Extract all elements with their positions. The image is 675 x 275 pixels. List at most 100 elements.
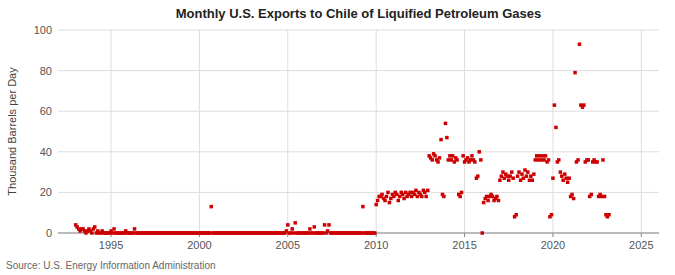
- point: [576, 158, 580, 162]
- y-tick-label: 20: [40, 186, 52, 198]
- point: [587, 158, 591, 162]
- point: [439, 138, 443, 142]
- point: [572, 197, 576, 201]
- point: [557, 158, 561, 162]
- grid: [58, 30, 659, 233]
- point: [578, 42, 582, 46]
- point: [476, 174, 480, 178]
- y-grid-line: [58, 111, 659, 112]
- point: [514, 213, 518, 217]
- point: [451, 154, 455, 158]
- x-tick-label: 2000: [187, 239, 211, 251]
- x-tick-label: 1995: [99, 239, 123, 251]
- point: [327, 223, 331, 227]
- point: [397, 199, 401, 203]
- point: [529, 174, 533, 178]
- point: [458, 195, 462, 199]
- point: [90, 231, 94, 235]
- point: [539, 158, 543, 162]
- point: [323, 223, 327, 227]
- point: [414, 189, 418, 193]
- point: [503, 176, 507, 180]
- point: [383, 199, 387, 203]
- point: [293, 221, 297, 225]
- point: [361, 205, 365, 209]
- point: [444, 122, 448, 126]
- point: [495, 195, 499, 199]
- point: [525, 174, 529, 178]
- x-grid-line: [641, 30, 642, 233]
- point: [442, 195, 446, 199]
- x-grid-line: [464, 30, 465, 233]
- point: [561, 178, 565, 182]
- point: [535, 154, 539, 158]
- point: [531, 178, 535, 182]
- axes: 0204060801001995200020052010201520202025: [34, 24, 659, 251]
- point: [286, 223, 290, 227]
- x-grid-line: [376, 30, 377, 233]
- point: [566, 181, 570, 185]
- point: [469, 158, 473, 162]
- point: [542, 158, 546, 162]
- y-grid-line: [58, 151, 659, 152]
- point: [511, 176, 515, 180]
- point: [538, 154, 542, 158]
- x-tick-label: 2005: [276, 239, 300, 251]
- point: [461, 154, 465, 158]
- x-tick: [464, 233, 465, 237]
- y-tick-label: 60: [40, 105, 52, 117]
- x-grid-line: [111, 30, 112, 233]
- point: [517, 170, 521, 174]
- point: [486, 199, 490, 203]
- point: [292, 231, 296, 235]
- point: [386, 191, 390, 195]
- point: [498, 178, 502, 182]
- y-grid-line: [58, 192, 659, 193]
- x-tick-label: 2015: [452, 239, 476, 251]
- point: [133, 227, 137, 231]
- point: [567, 176, 571, 180]
- point: [479, 158, 483, 162]
- chart-container: Monthly U.S. Exports to Chile of Liquifi…: [0, 0, 675, 275]
- point: [112, 227, 116, 231]
- point: [131, 231, 135, 235]
- point: [507, 178, 511, 182]
- point: [554, 126, 558, 130]
- point: [460, 191, 464, 195]
- point: [603, 195, 607, 199]
- x-tick: [641, 233, 642, 237]
- point: [595, 160, 599, 164]
- x-tick-label: 2025: [629, 239, 653, 251]
- x-tick: [552, 233, 553, 237]
- point: [560, 174, 564, 178]
- point: [508, 174, 512, 178]
- point: [526, 170, 530, 174]
- point: [485, 195, 489, 199]
- point: [402, 197, 406, 201]
- y-tick-label: 40: [40, 146, 52, 158]
- point: [416, 195, 420, 199]
- points: [74, 42, 611, 234]
- point: [532, 172, 536, 176]
- point: [313, 225, 317, 229]
- point: [497, 199, 501, 203]
- y-axis-label: Thousand Barrels per Day: [6, 67, 18, 196]
- point: [424, 195, 428, 199]
- y-grid-line: [58, 70, 659, 71]
- point: [447, 158, 451, 162]
- x-grid-line: [552, 30, 553, 233]
- point: [520, 172, 524, 176]
- point: [392, 195, 396, 199]
- point: [547, 158, 551, 162]
- point: [553, 103, 557, 107]
- point: [470, 154, 474, 158]
- point: [410, 195, 414, 199]
- point: [564, 176, 568, 180]
- y-tick-label: 0: [46, 227, 52, 239]
- point: [430, 158, 434, 162]
- point: [389, 197, 393, 201]
- x-tick-label: 2010: [364, 239, 388, 251]
- point: [420, 195, 424, 199]
- point: [482, 201, 486, 205]
- point: [433, 154, 437, 158]
